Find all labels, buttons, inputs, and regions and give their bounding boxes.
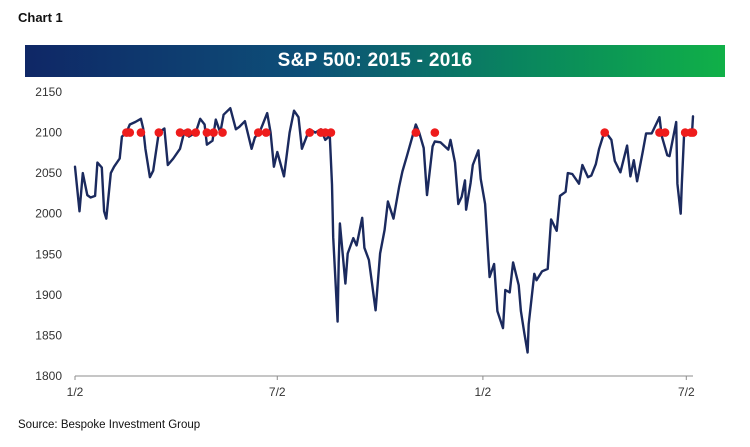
- marker-2100: [136, 128, 146, 137]
- marker-2100: [202, 128, 212, 137]
- marker-2100: [660, 128, 670, 137]
- marker-2100: [326, 128, 336, 137]
- marker-2100: [175, 128, 185, 137]
- marker-2100: [191, 128, 200, 137]
- y-tick-label: 2100: [35, 126, 62, 140]
- y-tick-label: 1950: [35, 247, 62, 261]
- y-tick-label: 1900: [35, 288, 62, 302]
- marker-2100: [688, 128, 698, 137]
- marker-2100: [305, 128, 314, 137]
- x-tick-label: 7/2: [678, 385, 695, 399]
- y-tick-label: 2000: [35, 207, 62, 221]
- markers-at-2100: [122, 128, 698, 137]
- marker-2100: [154, 128, 164, 137]
- marker-2100: [261, 128, 271, 137]
- x-tick-label: 1/2: [475, 385, 492, 399]
- marker-2100: [411, 128, 421, 137]
- sp500-series-line: [73, 107, 695, 354]
- y-tick-label: 2050: [35, 166, 62, 180]
- chart-title: S&P 500: 2015 - 2016: [277, 50, 473, 71]
- marker-2100: [430, 128, 440, 137]
- x-tick-label: 7/2: [269, 385, 286, 399]
- title-banner: S&P 500: 2015 - 2016: [25, 45, 725, 77]
- x-axis-ticks: 1/2 7/2 1/2 7/2: [67, 376, 695, 399]
- marker-2100: [600, 128, 610, 137]
- marker-2100: [183, 128, 193, 137]
- marker-2100: [253, 128, 263, 137]
- marker-2100: [218, 128, 227, 137]
- y-axis-ticks: 1800 1850 1900 1950 2000 2050 2100 2150: [35, 85, 62, 383]
- y-tick-label: 1800: [35, 369, 62, 383]
- y-tick-label: 2150: [35, 85, 62, 99]
- marker-2100: [209, 128, 218, 137]
- source-note: Source: Bespoke Investment Group: [18, 419, 201, 431]
- x-tick-label: 1/2: [67, 385, 84, 399]
- chart-label: Chart 1: [18, 10, 63, 25]
- y-tick-label: 1850: [35, 328, 62, 342]
- marker-2100: [125, 128, 135, 137]
